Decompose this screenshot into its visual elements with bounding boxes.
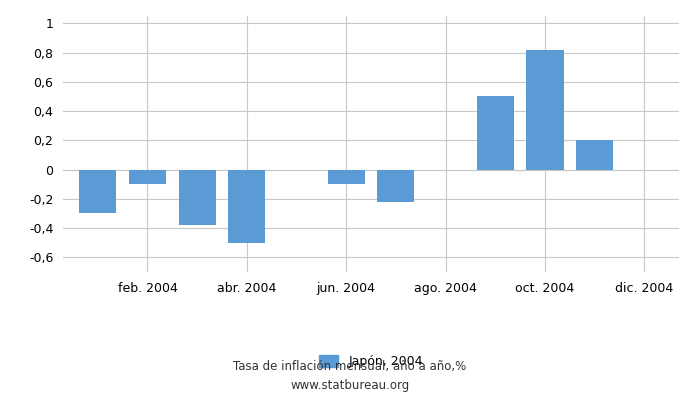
Bar <box>178 170 216 225</box>
Text: Tasa de inflación mensual, año a año,%
www.statbureau.org: Tasa de inflación mensual, año a año,% w… <box>233 360 467 392</box>
Bar <box>576 140 613 170</box>
Bar <box>228 170 265 243</box>
Bar <box>79 170 116 214</box>
Bar <box>477 96 514 170</box>
Bar <box>328 170 365 184</box>
Bar <box>377 170 414 202</box>
Bar <box>129 170 166 184</box>
Legend: Japón, 2004: Japón, 2004 <box>314 350 428 373</box>
Bar <box>526 50 564 170</box>
